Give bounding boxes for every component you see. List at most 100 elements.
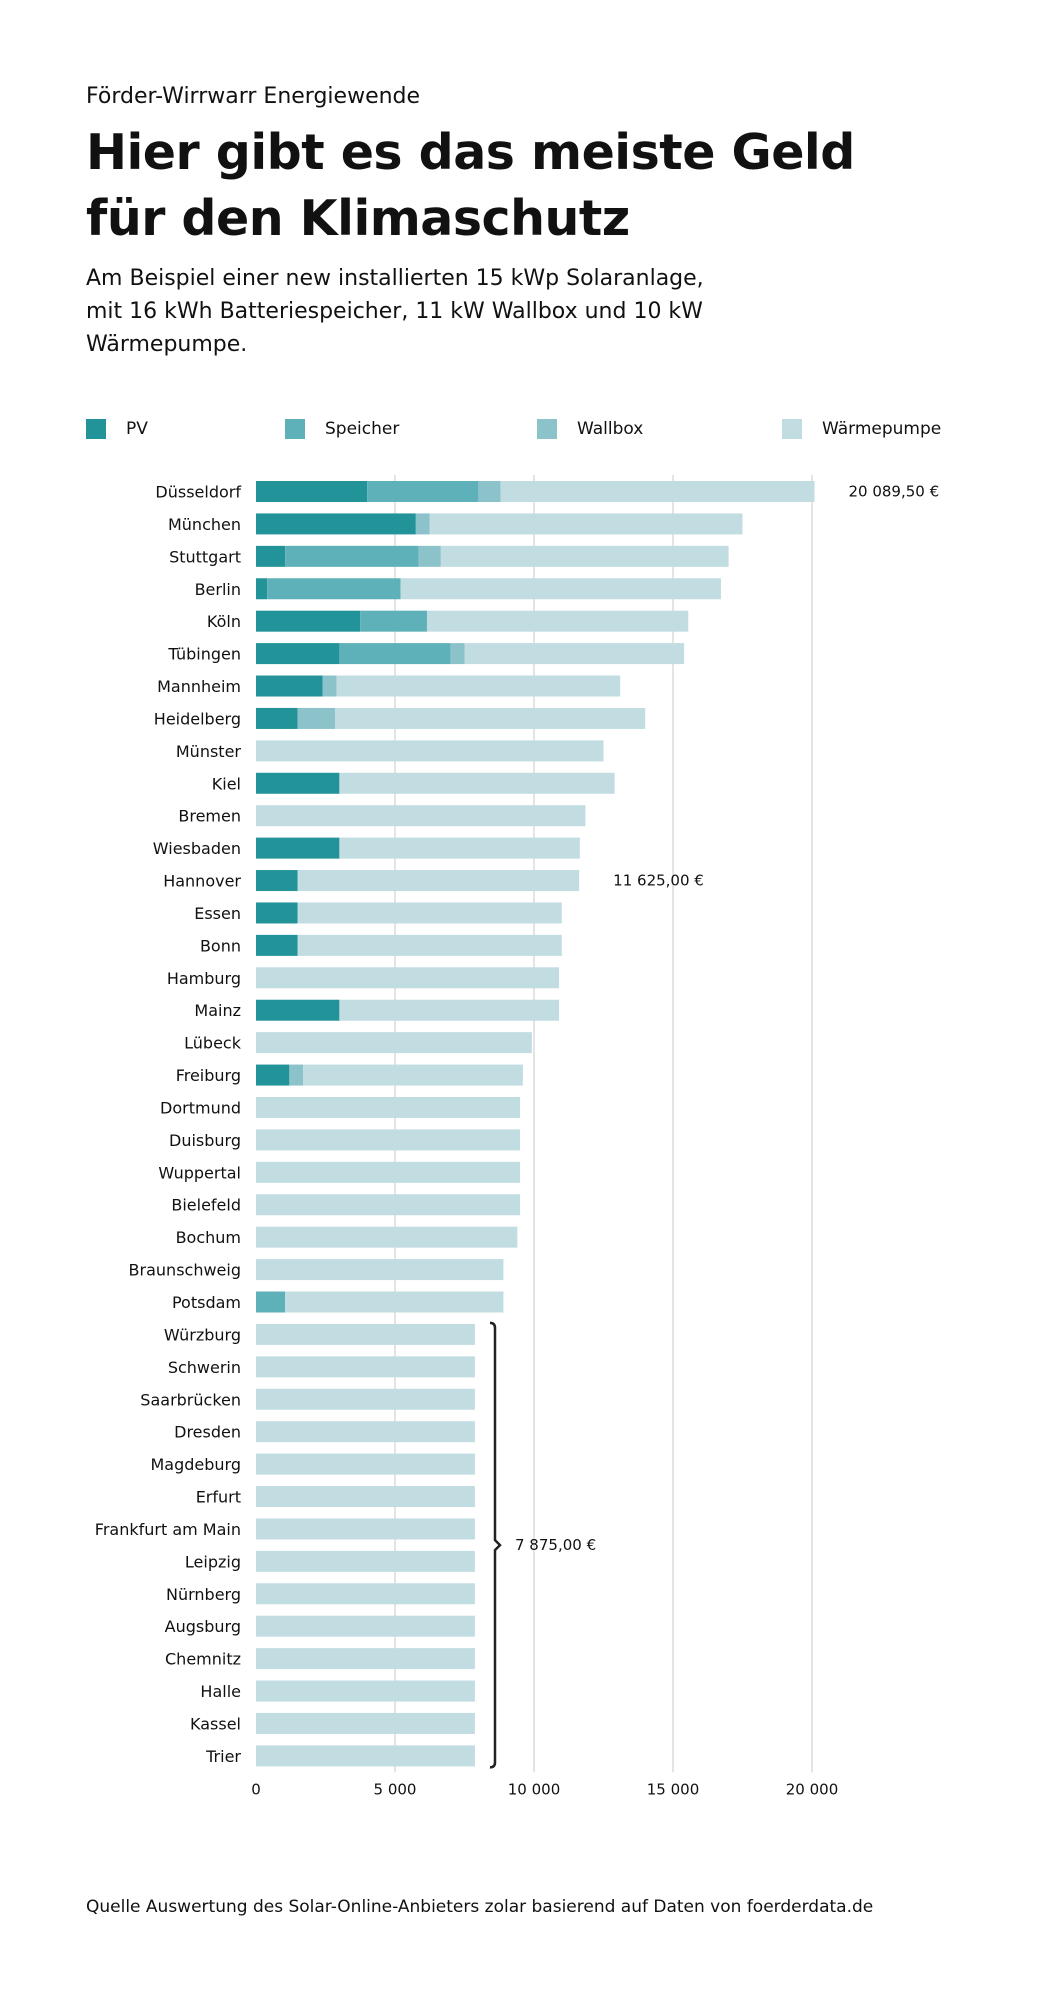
- bar-heidelberg-wallbox: [297, 707, 336, 729]
- category-label-bielefeld: Bielefeld: [171, 1196, 241, 1215]
- bar-saarbrucken-warmepumpe: [256, 1388, 475, 1410]
- category-label-chemnitz: Chemnitz: [165, 1650, 241, 1669]
- category-label-erfurt: Erfurt: [196, 1488, 241, 1507]
- bar-dusseldorf-pv: [256, 481, 368, 502]
- bar-munster-warmepumpe: [256, 740, 604, 762]
- x-tick-label: 20 000: [786, 1780, 839, 1798]
- bar-bochum-warmepumpe: [256, 1226, 518, 1248]
- legend-label-pv: PV: [126, 419, 148, 439]
- annotation-label: 11 625,00 €: [613, 872, 704, 890]
- category-label-frankfurt-am-main: Frankfurt am Main: [95, 1520, 241, 1539]
- legend-swatch-speicher: [285, 419, 305, 439]
- annotation-label: 20 089,50 €: [848, 483, 939, 501]
- bar-kiel-pv: [256, 772, 340, 794]
- bar-dresden-warmepumpe: [256, 1421, 475, 1443]
- category-label-bonn: Bonn: [200, 936, 241, 955]
- bar-dusseldorf-speicher: [367, 481, 479, 502]
- bar-stuttgart-speicher: [285, 545, 419, 567]
- bar-kiel-warmepumpe: [339, 772, 615, 794]
- bar-freiburg-warmepumpe: [303, 1064, 523, 1086]
- bar-halle-warmepumpe: [256, 1680, 475, 1702]
- bar-bielefeld-warmepumpe: [256, 1194, 521, 1216]
- bar-hannover-warmepumpe: [297, 870, 580, 892]
- bar-mannheim-pv: [256, 675, 323, 697]
- kicker: Förder-Wirrwarr Energiewende: [86, 84, 421, 109]
- category-label-munster: Münster: [176, 742, 242, 761]
- x-tick-label: 15 000: [647, 1780, 700, 1798]
- bar-kassel-warmepumpe: [256, 1712, 475, 1734]
- bar-potsdam-warmepumpe: [285, 1291, 504, 1313]
- bar-koln-pv: [256, 610, 361, 632]
- category-label-dusseldorf: Düsseldorf: [155, 483, 241, 502]
- bar-wiesbaden-warmepumpe: [339, 837, 580, 859]
- bar-berlin-pv: [256, 578, 268, 600]
- category-label-bremen: Bremen: [178, 807, 241, 826]
- bar-hannover-pv: [256, 870, 298, 892]
- legend-label-waermepumpe: Wärmepumpe: [822, 419, 942, 439]
- category-label-saarbrucken: Saarbrücken: [140, 1390, 241, 1409]
- bar-mainz-pv: [256, 999, 340, 1021]
- bar-leipzig-warmepumpe: [256, 1550, 475, 1572]
- bar-mainz-warmepumpe: [339, 999, 560, 1021]
- bar-erfurt-warmepumpe: [256, 1486, 475, 1508]
- category-label-augsburg: Augsburg: [165, 1617, 241, 1636]
- bar-lubeck-warmepumpe: [256, 1032, 532, 1054]
- category-label-dresden: Dresden: [174, 1423, 241, 1442]
- bar-tubingen-wallbox: [450, 643, 465, 665]
- legend-swatch-waermepumpe: [782, 419, 802, 439]
- annotation-bracket: [489, 1321, 502, 1769]
- category-label-lubeck: Lübeck: [184, 1034, 242, 1053]
- category-label-hamburg: Hamburg: [167, 969, 241, 988]
- legend-item-pv: PV: [86, 418, 148, 440]
- category-label-magdeburg: Magdeburg: [150, 1455, 241, 1474]
- bar-tubingen-speicher: [339, 643, 451, 665]
- category-label-koln: Köln: [207, 612, 241, 631]
- bar-stuttgart-pv: [256, 545, 286, 567]
- stacked-bar-chart: Düsseldorf München Stuttgart Berlin Köln Tübi…: [95, 475, 939, 1798]
- bar-dortmund-warmepumpe: [256, 1096, 521, 1118]
- legend-item-wallbox: Wallbox: [537, 418, 643, 440]
- bar-heidelberg-warmepumpe: [335, 707, 646, 729]
- page-title: Hier gibt es das meiste Geld für den Kli…: [86, 124, 855, 247]
- category-label-bochum: Bochum: [176, 1228, 241, 1247]
- bar-dusseldorf-wallbox: [478, 481, 501, 502]
- bar-augsburg-warmepumpe: [256, 1615, 475, 1637]
- legend-label-wallbox: Wallbox: [577, 419, 644, 439]
- bar-koln-speicher: [360, 610, 427, 632]
- category-label-wuppertal: Wuppertal: [158, 1163, 241, 1182]
- bar-bonn-pv: [256, 934, 298, 956]
- bar-potsdam-speicher: [256, 1291, 286, 1313]
- category-label-munchen: München: [168, 515, 241, 534]
- bar-nurnberg-warmepumpe: [256, 1583, 475, 1605]
- bar-braunschweig-warmepumpe: [256, 1259, 504, 1281]
- category-label-nurnberg: Nürnberg: [166, 1585, 241, 1604]
- bar-berlin-speicher: [267, 578, 401, 600]
- bar-heidelberg-pv: [256, 707, 298, 729]
- category-label-braunschweig: Braunschweig: [129, 1261, 241, 1280]
- annotation-label: 7 875,00 €: [515, 1536, 596, 1554]
- bar-frankfurt-am-main-warmepumpe: [256, 1518, 475, 1540]
- bar-mannheim-wallbox: [322, 675, 337, 697]
- bar-stuttgart-wallbox: [418, 545, 441, 567]
- bar-munchen-warmepumpe: [429, 513, 743, 535]
- category-label-dortmund: Dortmund: [160, 1098, 241, 1117]
- bar-freiburg-wallbox: [289, 1064, 304, 1086]
- bar-munchen-pv: [256, 513, 416, 535]
- bar-freiburg-pv: [256, 1064, 290, 1086]
- category-label-kiel: Kiel: [212, 774, 241, 793]
- legend-item-waermepumpe: Wärmepumpe: [782, 418, 941, 440]
- bar-essen-warmepumpe: [297, 902, 562, 924]
- bar-wuppertal-warmepumpe: [256, 1161, 521, 1183]
- bar-stuttgart-warmepumpe: [440, 545, 729, 567]
- x-tick-label: 5 000: [374, 1780, 417, 1798]
- bar-dusseldorf-warmepumpe: [500, 481, 815, 502]
- bar-tubingen-pv: [256, 643, 340, 665]
- category-label-wurzburg: Würzburg: [164, 1325, 241, 1344]
- bar-tubingen-warmepumpe: [464, 643, 685, 665]
- category-label-mainz: Mainz: [194, 1001, 241, 1020]
- category-label-tubingen: Tübingen: [167, 645, 241, 664]
- category-label-stuttgart: Stuttgart: [169, 547, 241, 566]
- bar-hamburg-warmepumpe: [256, 967, 560, 989]
- bar-koln-warmepumpe: [426, 610, 689, 632]
- category-label-kassel: Kassel: [190, 1714, 241, 1733]
